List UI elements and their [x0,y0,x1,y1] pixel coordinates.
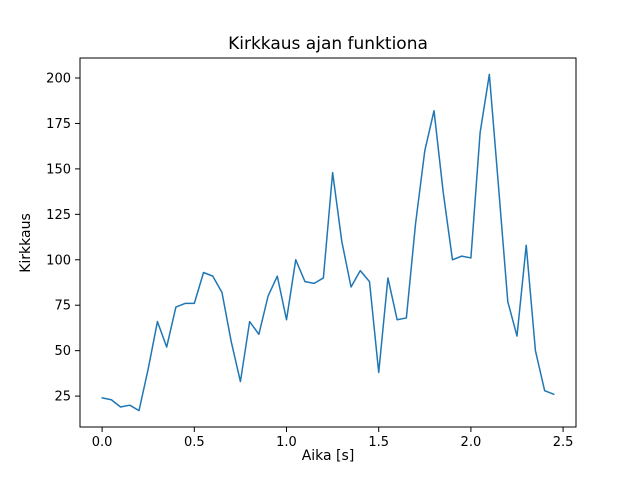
x-tick-label: 0.0 [92,435,113,450]
y-tick-label: 100 [46,253,71,268]
y-tick-label: 150 [46,162,71,177]
y-tick-label: 50 [54,344,71,359]
y-tick-label: 175 [46,117,71,132]
plot-area: 0.0 0.5 1.0 1.5 2.0 2.5 25 50 75 100 125 150 175 200 [46,57,577,450]
x-tick-label: 2.0 [461,435,482,450]
x-tick-label: 0.5 [184,435,205,450]
x-tick-label: 1.5 [368,435,389,450]
data-line-series [101,73,555,412]
chart-title: Kirkkaus ajan funktiona [228,34,428,54]
y-tick-label: 125 [46,208,71,223]
y-tick-label: 200 [46,71,71,86]
x-tick-label: 2.5 [553,435,574,450]
y-tick-label: 75 [54,299,71,314]
x-axis-label: Aika [s] [302,448,355,464]
axes-frame [79,57,577,428]
y-axis-label: Kirkkaus [18,213,34,273]
x-tick-label: 1.0 [276,435,297,450]
y-tick-label: 25 [54,390,71,405]
